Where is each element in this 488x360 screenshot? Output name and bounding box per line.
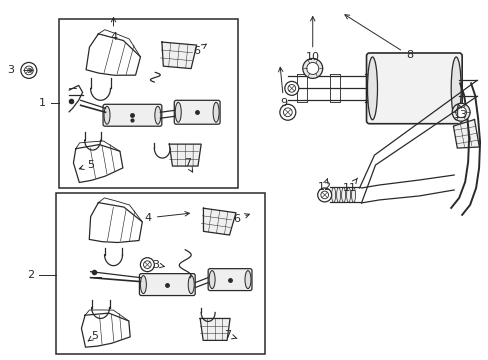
Polygon shape (162, 42, 196, 69)
Bar (59, 19, 238, 188)
Ellipse shape (336, 188, 340, 202)
Bar (56, 193, 264, 354)
Text: 3: 3 (152, 260, 164, 270)
Text: 7: 7 (224, 330, 237, 341)
Circle shape (455, 107, 466, 118)
Text: 1: 1 (39, 98, 46, 108)
Text: 13: 13 (453, 104, 467, 120)
Text: 3: 3 (7, 66, 14, 76)
Text: 12: 12 (317, 179, 331, 192)
Circle shape (302, 58, 322, 78)
FancyBboxPatch shape (208, 269, 251, 291)
Circle shape (317, 188, 331, 202)
Circle shape (21, 62, 37, 78)
Ellipse shape (346, 188, 350, 202)
Circle shape (140, 258, 154, 272)
Ellipse shape (351, 188, 355, 202)
Ellipse shape (450, 57, 460, 120)
Ellipse shape (341, 188, 345, 202)
Text: 5: 5 (88, 332, 98, 341)
Circle shape (279, 104, 295, 120)
Text: 4: 4 (144, 212, 189, 223)
Ellipse shape (140, 276, 146, 293)
Text: 11: 11 (342, 178, 357, 193)
Circle shape (320, 191, 328, 199)
Polygon shape (452, 120, 478, 148)
Polygon shape (203, 208, 236, 235)
Circle shape (287, 85, 295, 92)
FancyBboxPatch shape (174, 100, 220, 124)
Circle shape (283, 108, 292, 117)
Ellipse shape (175, 102, 181, 122)
FancyBboxPatch shape (103, 104, 162, 126)
Text: 6: 6 (193, 44, 206, 55)
Circle shape (285, 81, 298, 95)
Polygon shape (200, 319, 229, 340)
Ellipse shape (188, 276, 194, 293)
Circle shape (143, 261, 151, 269)
Ellipse shape (244, 271, 250, 289)
Polygon shape (169, 144, 201, 166)
Ellipse shape (331, 188, 335, 202)
Circle shape (451, 103, 469, 121)
Text: 5: 5 (79, 160, 94, 170)
Ellipse shape (213, 102, 219, 122)
Text: 8: 8 (344, 15, 412, 60)
Text: 10: 10 (305, 17, 319, 63)
Text: 2: 2 (27, 270, 34, 280)
FancyBboxPatch shape (366, 53, 461, 124)
Circle shape (306, 62, 318, 75)
Ellipse shape (209, 271, 215, 289)
FancyBboxPatch shape (139, 274, 195, 296)
Text: 6: 6 (233, 214, 249, 224)
Ellipse shape (104, 106, 110, 124)
Text: 7: 7 (183, 158, 192, 172)
Ellipse shape (155, 106, 161, 124)
Ellipse shape (367, 57, 377, 120)
Text: 4: 4 (110, 18, 117, 41)
Text: 9: 9 (278, 67, 287, 108)
Circle shape (24, 66, 33, 75)
